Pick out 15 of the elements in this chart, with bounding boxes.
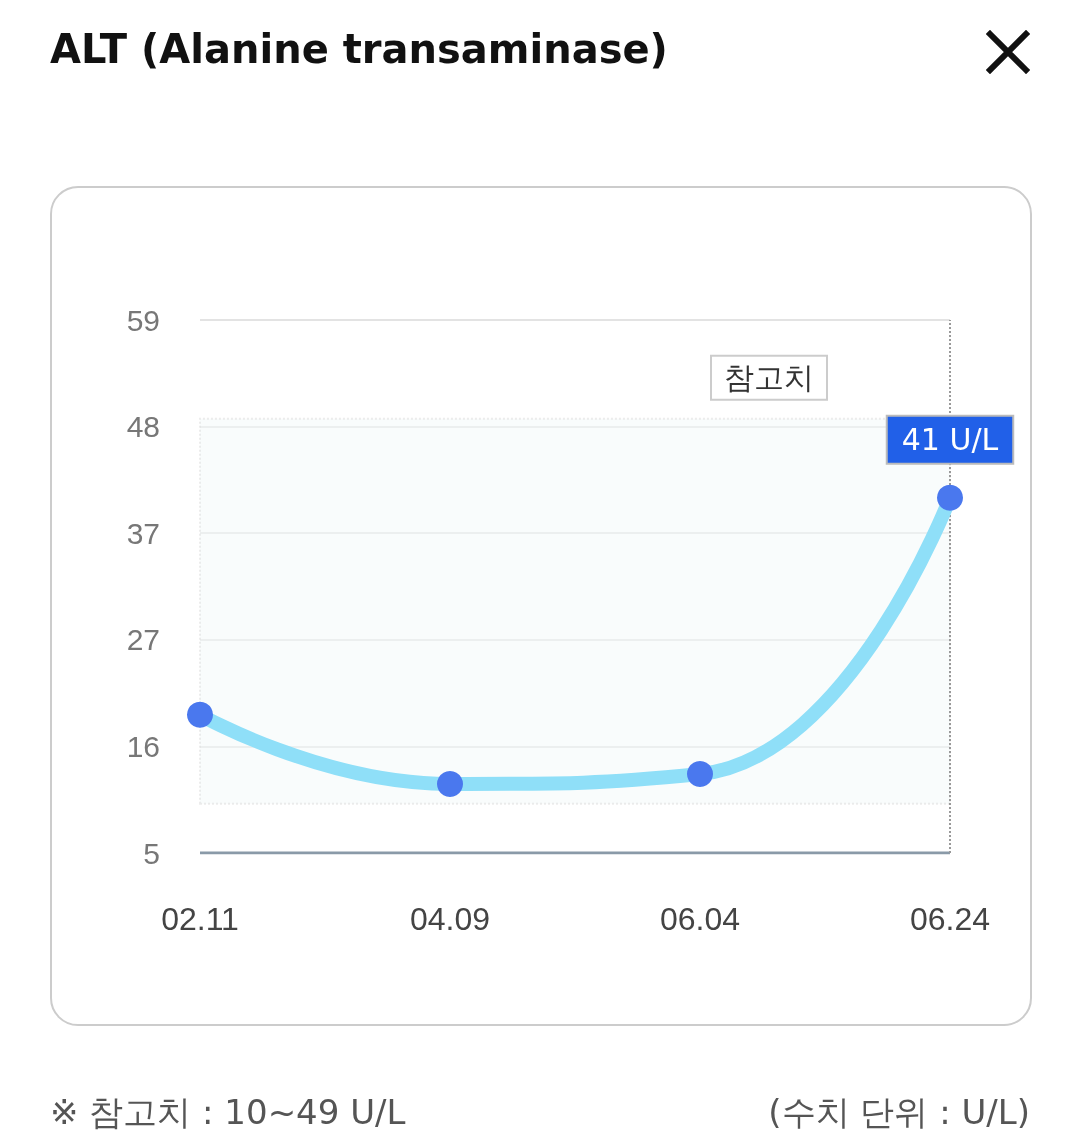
band-label: 참고치 [724,361,814,395]
x-tick-label: 02.11 [161,901,239,937]
text: ※ 참고치 : 10~49 U/L [50,1091,406,1134]
y-tick-label: 59 [126,303,160,337]
text: (수치 단위 : U/L) [768,1091,1030,1134]
y-tick-label: 37 [126,516,160,550]
x-tick-label: 06.24 [909,901,991,937]
data-label: 41 U/L [901,422,999,458]
y-tick-label: 16 [126,729,160,763]
chart-title: ALT (Alanine transaminase) [50,26,668,72]
x-tick-label: 06.04 [659,901,741,937]
y-tick-label: 27 [126,623,160,657]
y-tick-label: 48 [126,410,160,444]
x-tick-label: 04.09 [409,901,491,937]
y-tick-label: 5 [143,836,160,870]
